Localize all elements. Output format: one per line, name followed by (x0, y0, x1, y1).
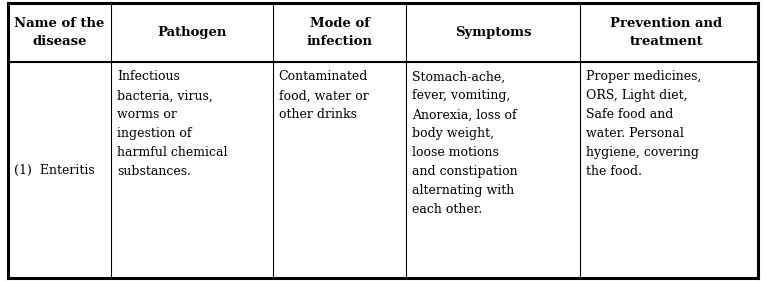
Text: Proper medicines,
ORS, Light diet,
Safe food and
water. Personal
hygiene, coveri: Proper medicines, ORS, Light diet, Safe … (586, 70, 701, 178)
Text: Name of the
disease: Name of the disease (15, 17, 105, 48)
Text: Prevention and
treatment: Prevention and treatment (611, 17, 722, 48)
Text: Infectious
bacteria, virus,
worms or
ingestion of
harmful chemical
substances.: Infectious bacteria, virus, worms or ing… (117, 70, 228, 178)
Text: Symptoms: Symptoms (455, 26, 532, 39)
Text: Pathogen: Pathogen (157, 26, 227, 39)
Text: Stomach-ache,
fever, vomiting,
Anorexia, loss of
body weight,
loose motions
and : Stomach-ache, fever, vomiting, Anorexia,… (412, 70, 518, 216)
Text: Contaminated
food, water or
other drinks: Contaminated food, water or other drinks (279, 70, 368, 121)
Text: (1)  Enteritis: (1) Enteritis (14, 164, 94, 176)
Text: Mode of
infection: Mode of infection (306, 17, 372, 48)
